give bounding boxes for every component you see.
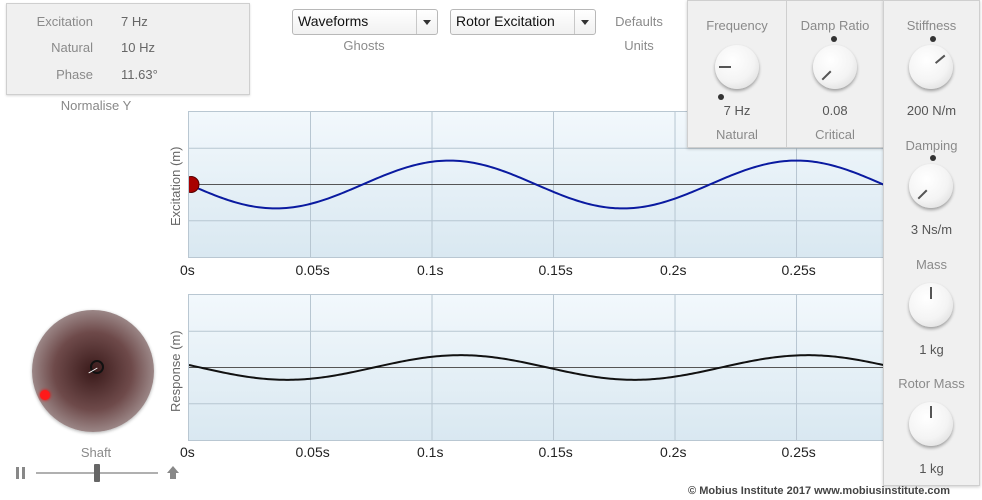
info-label: Phase <box>56 67 93 82</box>
stiffness-title: Stiffness <box>906 18 957 33</box>
damping-title: Damping <box>905 138 958 153</box>
damp-ratio-title: Damp Ratio <box>800 18 870 33</box>
natural-knob-panel: Frequency 7 Hz Natural Damp Ratio 0.08 C… <box>687 0 885 148</box>
info-panel: Excitation 7 Hz Natural 10 Hz Phase 11.6… <box>6 3 250 95</box>
frequency-knob[interactable] <box>715 45 759 89</box>
x-tick-label: 0s <box>180 262 195 278</box>
x-tick-label: 0.15s <box>538 444 573 460</box>
damping-knob[interactable] <box>909 164 953 208</box>
chevron-down-icon <box>416 10 437 34</box>
critical-caption: Critical <box>815 127 855 142</box>
source-select[interactable]: Rotor Excitation <box>450 9 596 35</box>
x-tick-label: 0.2s <box>660 262 687 278</box>
excitation-axis-label: Excitation (m) <box>168 146 183 226</box>
knob-pointer <box>917 189 928 200</box>
units-button[interactable]: Units <box>624 38 654 53</box>
rotor-mass-title: Rotor Mass <box>898 376 965 391</box>
shaft-orbit-display <box>32 310 154 432</box>
x-tick-label: 0.05s <box>295 444 330 460</box>
shaft-label: Shaft <box>80 445 112 460</box>
info-value: 7 Hz <box>121 14 148 29</box>
rotor-mass-knob[interactable] <box>909 402 953 446</box>
source-select-value: Rotor Excitation <box>456 13 555 29</box>
info-label: Natural <box>51 40 93 55</box>
copyright-footer: © Mobius Institute 2017 www.mobiusinstit… <box>688 485 950 497</box>
x-tick-label: 0.2s <box>660 444 687 460</box>
x-tick-label: 0s <box>180 444 195 460</box>
info-row-phase: Phase 11.63° <box>7 64 249 86</box>
knob-min-marker <box>930 155 936 161</box>
info-row-natural: Natural 10 Hz <box>7 37 249 59</box>
knob-pointer <box>930 287 932 299</box>
pause-icon[interactable] <box>16 467 26 479</box>
x-tick-label: 0.1s <box>417 262 444 278</box>
knob-pointer <box>821 70 832 81</box>
info-value: 10 Hz <box>121 40 155 55</box>
x-tick-label: 0.05s <box>295 262 330 278</box>
frequency-title: Frequency <box>706 18 768 33</box>
response-axis-label: Response (m) <box>168 330 183 412</box>
stiffness-knob[interactable] <box>909 45 953 89</box>
speed-slider-handle[interactable] <box>94 464 100 482</box>
panel-divider <box>786 1 787 147</box>
knob-min-marker <box>718 94 724 100</box>
knob-min-marker <box>831 36 837 42</box>
knob-pointer <box>930 406 932 418</box>
up-arrow-icon[interactable] <box>166 466 180 480</box>
natural-caption: Natural <box>716 127 758 142</box>
rotor-mass-value: 1 kg <box>919 461 944 476</box>
knob-pointer <box>934 54 946 64</box>
shaft-center-marker <box>90 360 104 374</box>
info-value: 11.63° <box>121 67 158 82</box>
mode-select[interactable]: Waveforms <box>292 9 438 35</box>
mass-value: 1 kg <box>919 342 944 357</box>
damp-ratio-value: 0.08 <box>822 103 848 118</box>
mode-select-value: Waveforms <box>298 13 369 29</box>
x-tick-label: 0.25s <box>781 444 816 460</box>
chevron-down-icon <box>574 10 595 34</box>
system-knob-panel: Stiffness 200 N/m Damping 3 Ns/m Mass 1 … <box>883 0 980 486</box>
normalise-y-toggle[interactable]: Normalise Y <box>60 98 132 113</box>
waveform-line <box>189 354 884 381</box>
defaults-button[interactable]: Defaults <box>615 14 663 29</box>
ghosts-toggle[interactable]: Ghosts <box>343 38 385 53</box>
excitation-x-ticks: 0s 0.05s 0.1s 0.15s 0.2s 0.25s <box>0 262 982 280</box>
x-tick-label: 0.25s <box>781 262 816 278</box>
excitation-position-ball <box>189 176 200 193</box>
waveform-line <box>189 159 884 210</box>
excitation-chart <box>189 112 884 257</box>
damp-ratio-knob[interactable] <box>813 45 857 89</box>
stiffness-value: 200 N/m <box>906 103 957 118</box>
info-label: Excitation <box>36 14 93 29</box>
mass-title: Mass <box>915 257 948 272</box>
shaft-position-dot <box>40 390 50 400</box>
response-plot <box>188 294 885 441</box>
info-row-excitation: Excitation 7 Hz <box>7 11 249 33</box>
x-tick-label: 0.1s <box>417 444 444 460</box>
response-chart <box>189 295 884 440</box>
response-x-ticks: 0s 0.05s 0.1s 0.15s 0.2s 0.25s <box>0 444 982 462</box>
knob-pointer <box>719 66 731 68</box>
damping-value: 3 Ns/m <box>910 222 953 237</box>
knob-min-marker <box>930 36 936 42</box>
mass-knob[interactable] <box>909 283 953 327</box>
frequency-value: 7 Hz <box>723 103 751 118</box>
x-tick-label: 0.15s <box>538 262 573 278</box>
